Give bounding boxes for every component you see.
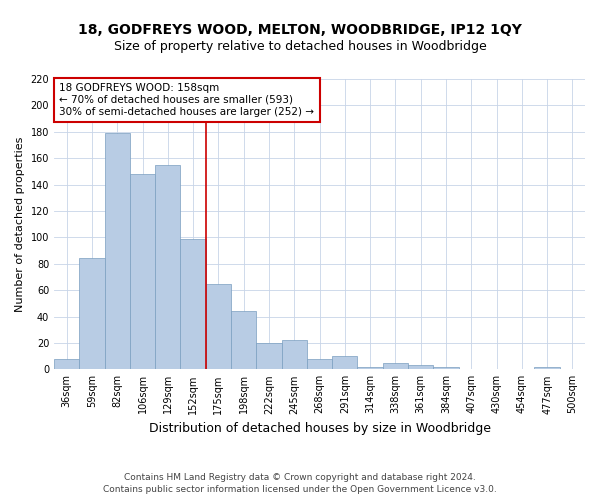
Y-axis label: Number of detached properties: Number of detached properties	[15, 136, 25, 312]
Bar	[206, 284, 231, 370]
Bar	[79, 258, 104, 370]
Bar	[181, 238, 206, 370]
Bar	[383, 362, 408, 370]
Text: Size of property relative to detached houses in Woodbridge: Size of property relative to detached ho…	[113, 40, 487, 53]
Text: 18 GODFREYS WOOD: 158sqm
← 70% of detached houses are smaller (593)
30% of semi-: 18 GODFREYS WOOD: 158sqm ← 70% of detach…	[59, 84, 314, 116]
Bar	[54, 358, 79, 370]
Bar	[231, 311, 256, 370]
Bar	[535, 366, 560, 370]
Bar	[332, 356, 358, 370]
X-axis label: Distribution of detached houses by size in Woodbridge: Distribution of detached houses by size …	[149, 422, 491, 435]
Bar	[358, 366, 383, 370]
Bar	[281, 340, 307, 370]
Bar	[104, 133, 130, 370]
Bar	[155, 165, 181, 370]
Bar	[130, 174, 155, 370]
Bar	[256, 343, 281, 369]
Bar	[433, 366, 458, 370]
Text: Contains HM Land Registry data © Crown copyright and database right 2024.: Contains HM Land Registry data © Crown c…	[124, 472, 476, 482]
Bar	[307, 358, 332, 370]
Text: Contains public sector information licensed under the Open Government Licence v3: Contains public sector information licen…	[103, 485, 497, 494]
Bar	[408, 366, 433, 370]
Text: 18, GODFREYS WOOD, MELTON, WOODBRIDGE, IP12 1QY: 18, GODFREYS WOOD, MELTON, WOODBRIDGE, I…	[78, 22, 522, 36]
